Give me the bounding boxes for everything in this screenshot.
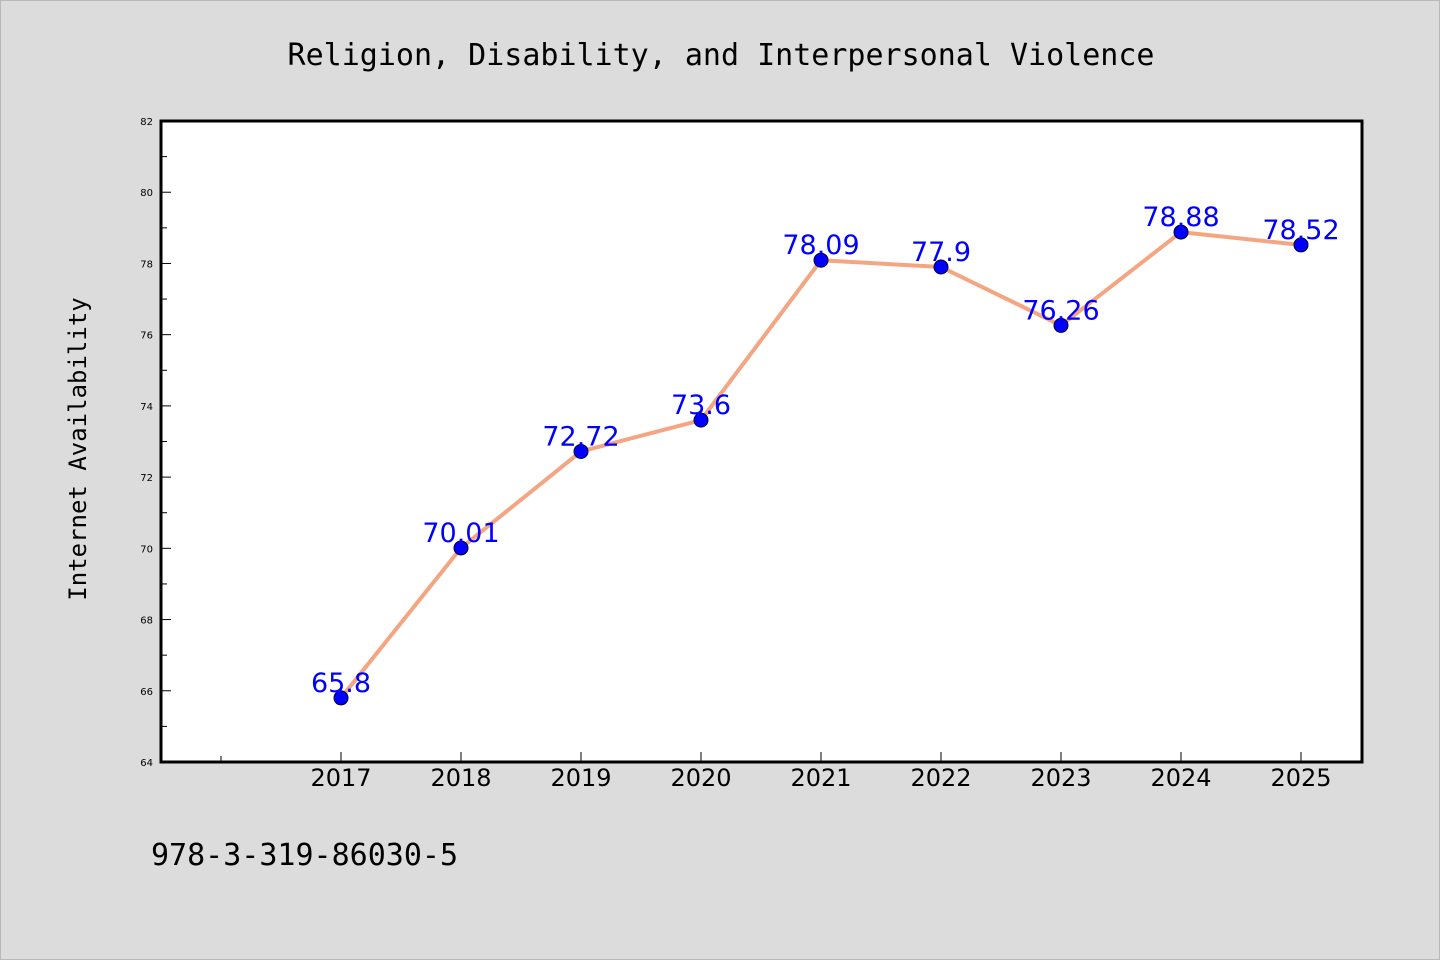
chart-title: Religion, Disability, and Interpersonal … (288, 38, 1155, 73)
data-label: 73.6 (671, 390, 731, 421)
data-point (1173, 224, 1189, 240)
y-tick-label: 76 (140, 331, 153, 342)
y-tick-label: 70 (140, 544, 153, 555)
x-tick-label: 2025 (1270, 764, 1331, 792)
data-label: 72.72 (542, 421, 619, 452)
data-point (573, 443, 589, 459)
data-points (333, 224, 1309, 706)
y-tick-label: 74 (140, 402, 153, 413)
x-tick-label: 2023 (1030, 764, 1091, 792)
data-label: 78.52 (1262, 215, 1339, 246)
data-point (693, 412, 709, 428)
isbn-text: 978-3-319-86030-5 (151, 838, 458, 873)
y-tick-label: 82 (140, 117, 153, 128)
y-tick-label: 68 (140, 616, 153, 627)
y-tick-label: 78 (140, 259, 153, 270)
data-point (1293, 237, 1309, 253)
y-tick-label: 66 (140, 687, 153, 698)
data-label: 76.26 (1022, 295, 1099, 326)
x-tick-label: 2017 (310, 764, 371, 792)
x-tick-label: 2021 (790, 764, 851, 792)
data-point (333, 690, 349, 706)
y-tick-label: 80 (140, 188, 153, 199)
data-label: 78.09 (782, 230, 859, 261)
data-point (1053, 317, 1069, 333)
x-tick-label: 2022 (910, 764, 971, 792)
x-tick-label: 2019 (550, 764, 611, 792)
data-point (813, 252, 829, 268)
x-tick-label: 2024 (1150, 764, 1211, 792)
y-tick-label: 72 (140, 473, 153, 484)
data-label: 70.01 (422, 518, 499, 549)
y-tick-label: 64 (140, 758, 153, 769)
plot-area (159, 119, 1364, 764)
data-label: 77.9 (911, 237, 971, 268)
data-labels: 65.8 70.01 72.72 73.6 78.09 77.9 76.26 78.88 78.… (311, 202, 1340, 699)
data-point (933, 259, 949, 275)
data-label: 65.8 (311, 668, 371, 699)
data-point (453, 540, 469, 556)
y-axis-label: Internet Availability (64, 297, 92, 600)
axis-ticks: 64 66 68 70 72 74 76 78 80 82 2017 2018 2019 2020 2021… (140, 117, 1331, 792)
x-tick-label: 2020 (670, 764, 731, 792)
x-tick-label: 2018 (430, 764, 491, 792)
data-label: 78.88 (1142, 202, 1219, 233)
